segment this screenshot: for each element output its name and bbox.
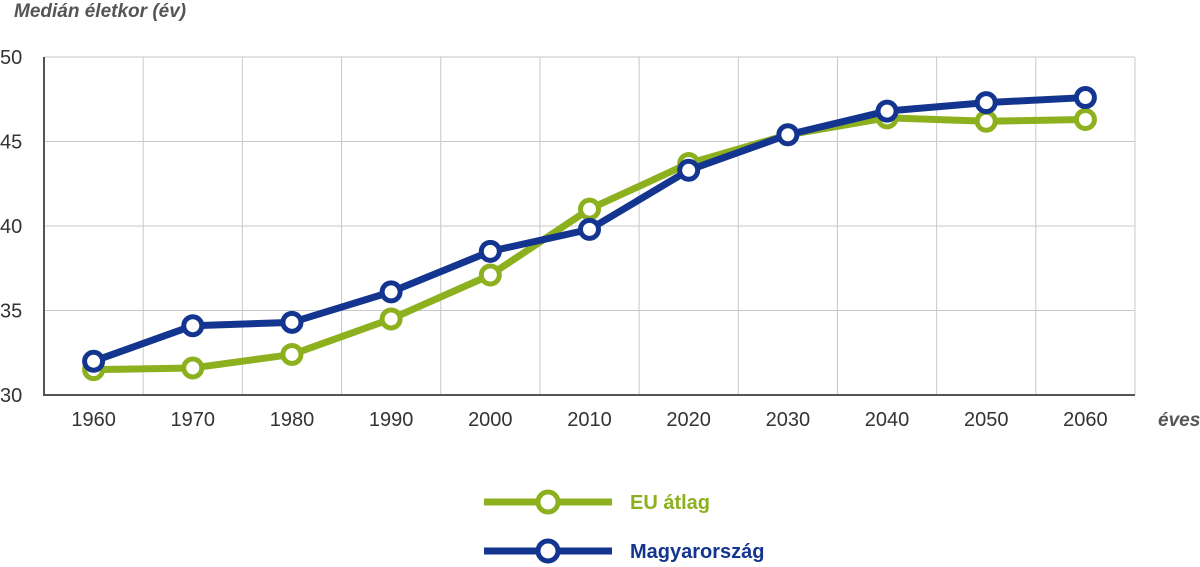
series-lines: [82, 86, 1097, 382]
y-tick-label: 30: [0, 385, 22, 407]
data-point: [478, 263, 502, 287]
data-point: [181, 356, 205, 380]
x-tick-label: 1970: [171, 409, 216, 431]
axes: [43, 57, 1135, 396]
x-axis-unit-label: éves: [1158, 410, 1200, 431]
x-tick-label: 2000: [468, 409, 513, 431]
data-point: [280, 310, 304, 334]
data-point: [677, 158, 701, 182]
data-point: [578, 197, 601, 221]
data-point: [974, 109, 998, 133]
data-point: [379, 280, 403, 304]
data-point: [875, 99, 899, 123]
x-tick-label: 1960: [71, 409, 116, 431]
y-tick-labels: 30 35 40 45 50: [0, 47, 22, 407]
x-tick-label: 2050: [964, 409, 1009, 431]
grid: [44, 56, 1136, 395]
x-tick-label: 2030: [766, 409, 811, 431]
data-point: [1073, 108, 1097, 132]
data-point: [974, 91, 998, 115]
legend-label: EU átlag: [630, 492, 710, 514]
y-tick-label: 35: [0, 301, 22, 323]
legend-label: Magyarország: [630, 541, 765, 563]
y-tick-label: 50: [0, 47, 22, 69]
x-tick-labels: 1960 1970 1980 1990 2000 2010 2020 2030 2040 2050…: [71, 409, 1107, 431]
data-point: [379, 307, 403, 331]
data-point: [1073, 86, 1097, 110]
x-tick-label: 2060: [1063, 409, 1108, 431]
legend: EU átlag Magyarország: [484, 489, 765, 564]
data-point: [280, 342, 304, 366]
legend-swatch-marker: [535, 538, 561, 564]
y-axis-label: Medián életkor (év): [14, 1, 186, 22]
x-tick-label: 2040: [865, 409, 910, 431]
data-point: [82, 349, 106, 373]
y-tick-label: 40: [0, 216, 22, 238]
data-point: [478, 239, 502, 263]
x-tick-label: 1990: [369, 409, 414, 431]
data-point: [181, 314, 205, 338]
data-point: [776, 123, 800, 147]
x-tick-label: 2010: [567, 409, 612, 431]
y-tick-label: 45: [0, 132, 22, 154]
data-point: [578, 217, 601, 241]
legend-swatch-marker: [535, 489, 561, 515]
x-tick-label: 2020: [666, 409, 711, 431]
x-tick-label: 1980: [270, 409, 315, 431]
